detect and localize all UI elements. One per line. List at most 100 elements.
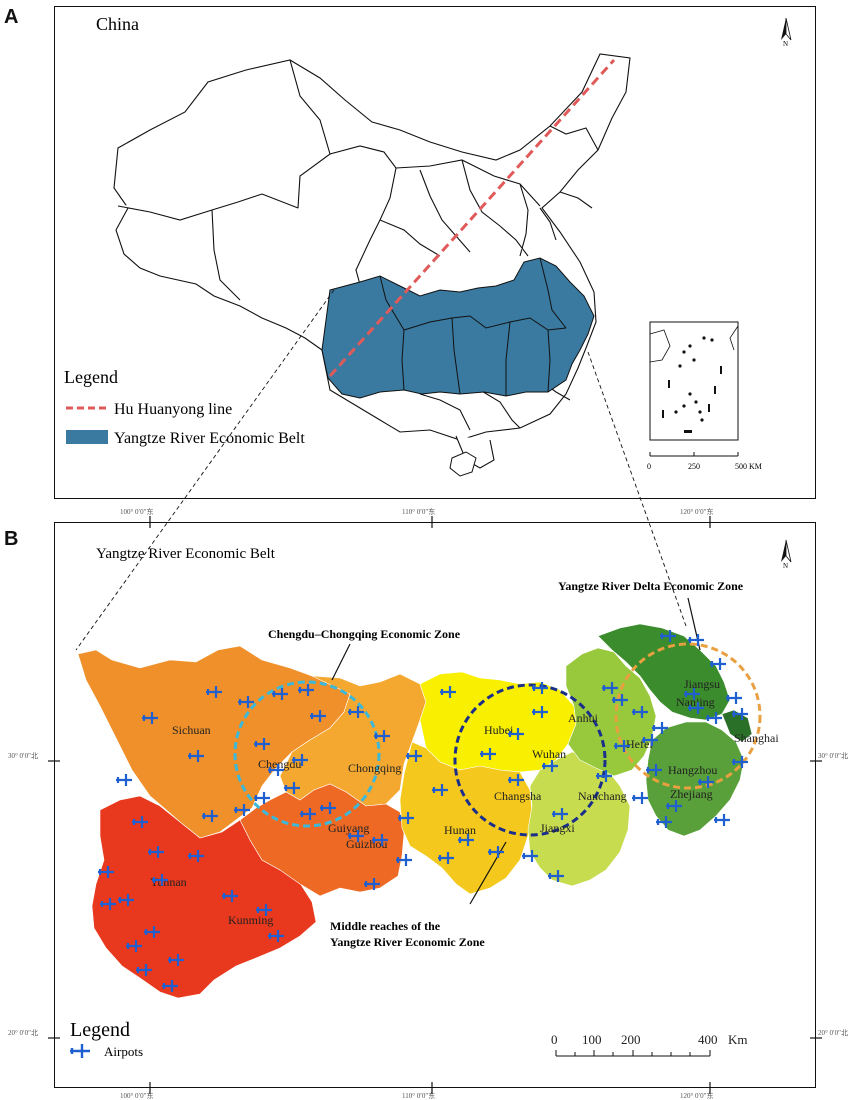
label-chengdu: Chengdu [258, 757, 301, 771]
label-wuhan: Wuhan [532, 747, 566, 761]
legend-belt-label: Yangtze River Economic Belt [114, 430, 305, 447]
province-zhejiang [645, 721, 745, 837]
airport-icon [372, 834, 388, 846]
label-zhejiang: Zhejiang [670, 787, 713, 801]
panel-a-letter: A [4, 6, 19, 28]
yangtze-belt-region [321, 257, 595, 399]
airport-icon [602, 682, 618, 694]
zone-label-chengdu-chongqing: Chengdu–Chongqing Economic Zone [268, 627, 461, 641]
airport-icon [488, 846, 504, 858]
airport-icon [714, 814, 730, 826]
airport-icon [458, 834, 474, 846]
scale-label-0: 0 [551, 1032, 558, 1047]
connector-left [75, 289, 335, 651]
airport-icon [206, 686, 222, 698]
zone-circle-chengdu-chongqing [233, 680, 381, 828]
airport-icon [406, 750, 422, 762]
airport-icon [440, 686, 456, 698]
label-kunming: Kunming [228, 913, 273, 927]
bottom-tick-110: 110° 0′0″东 [402, 1091, 435, 1100]
airport-icon [364, 878, 380, 890]
airport-markers [98, 630, 748, 992]
scale-bar [555, 1050, 711, 1057]
airport-icon [292, 754, 308, 766]
hu-huanyong-line [328, 58, 616, 378]
airport-icon [666, 800, 682, 812]
inset-scale-250: 250 [688, 462, 700, 471]
airport-icon [202, 810, 218, 822]
label-guiyang: Guiyang [328, 821, 369, 835]
airport-icon [238, 696, 254, 708]
label-nanjing: Nanjing [676, 695, 715, 709]
airport-icon [320, 802, 336, 814]
label-yunnan: Yunnan [150, 875, 187, 889]
airport-icon [732, 756, 748, 768]
airport-icon [710, 658, 726, 670]
airport-icon [152, 874, 168, 886]
scale-label-200: 200 [621, 1032, 641, 1047]
airport-icon [508, 728, 524, 740]
inset-scale-500: 500 KM [735, 462, 762, 471]
top-tick-110: 110° 0′0″东 [402, 507, 435, 516]
airport-icon [348, 830, 364, 842]
airport-icon [118, 894, 134, 906]
airport-icon [268, 764, 284, 776]
airport-icon [348, 706, 364, 718]
airport-icon [480, 748, 496, 760]
airport-icon [310, 710, 326, 722]
left-tick-30: 30° 0′0″北 [8, 752, 38, 760]
airport-icon [234, 804, 250, 816]
scale-label-100: 100 [582, 1032, 602, 1047]
north-label: N [783, 40, 788, 48]
airport-icon [698, 776, 714, 788]
inset-scale-0: 0 [647, 462, 651, 471]
airport-icon [142, 712, 158, 724]
panel-b-title: Yangtze River Economic Belt [96, 546, 276, 562]
panel-b-legend-title: Legend [70, 1019, 130, 1041]
airport-icon [254, 792, 270, 804]
airport-icon [688, 702, 704, 714]
legend-hu-line-label: Hu Huanyong line [114, 401, 232, 418]
airport-icon [136, 964, 152, 976]
airport-icon [632, 706, 648, 718]
zone-label-delta: Yangtze River Delta Economic Zone [558, 579, 744, 593]
airport-icon [374, 730, 390, 742]
airport-icon [542, 760, 558, 772]
airport-icon [168, 954, 184, 966]
top-tick-120: 120° 0′0″东 [680, 507, 714, 516]
left-tick-20: 20° 0′0″北 [8, 1029, 38, 1037]
airport-icon [726, 692, 742, 704]
airport-icon [162, 980, 178, 992]
airport-icon [144, 926, 160, 938]
airport-icon [660, 630, 676, 642]
label-shanghai: Shanghai [734, 731, 779, 745]
airport-icon [438, 852, 454, 864]
label-jiangxi: Jiangxi [540, 821, 575, 835]
panel-a-legend-title: Legend [64, 367, 118, 387]
airport-icon [132, 816, 148, 828]
airport-icon [612, 694, 628, 706]
airport-icon [126, 940, 142, 952]
airport-icon [596, 770, 612, 782]
label-chongqing: Chongqing [348, 761, 401, 775]
label-sichuan: Sichuan [172, 723, 211, 737]
province-guizhou [239, 783, 405, 897]
airport-icon [522, 850, 538, 862]
legend-airport-icon [70, 1044, 90, 1058]
label-hubei: Hubei [484, 723, 514, 737]
zone-circle-delta [614, 642, 762, 790]
scale-unit: Km [728, 1032, 748, 1047]
zone-label-middle-reaches-2: Yangtze River Economic Zone [330, 935, 485, 949]
airport-icon [642, 734, 658, 746]
airport-icon [188, 850, 204, 862]
airport-icon [268, 930, 284, 942]
label-nanchang: Nanchang [578, 789, 627, 803]
airport-icon [272, 688, 288, 700]
airport-icon [508, 774, 524, 786]
inset-scale-bar [649, 452, 739, 457]
airport-icon [148, 846, 164, 858]
label-jiangsu: Jiangsu [684, 677, 720, 691]
legend-belt-swatch [66, 430, 108, 444]
airport-icon [688, 634, 704, 646]
legend-airport-label: Airpots [104, 1044, 143, 1059]
